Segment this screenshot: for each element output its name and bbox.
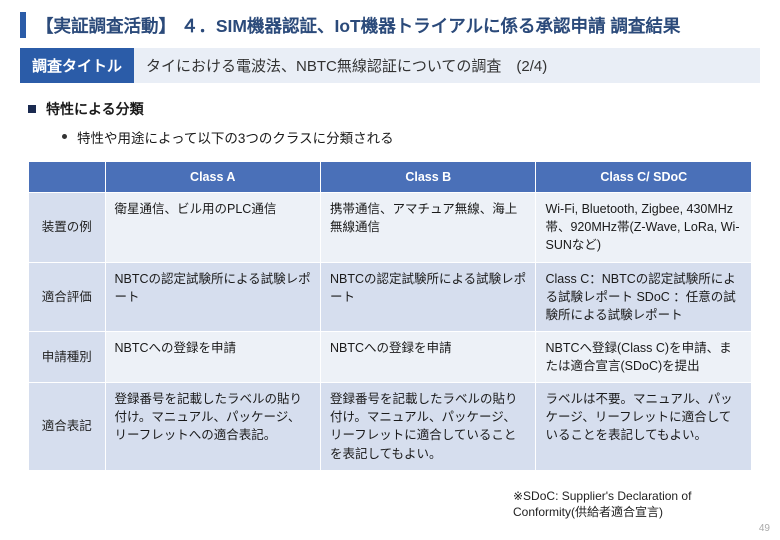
subtitle-text: タイにおける電波法、NBTC無線認証についての調査 (2/4) — [134, 48, 760, 83]
table-header-class-c: Class C/ SDoC — [536, 162, 752, 193]
cell: NBTCの認定試験所による試験レポート — [321, 262, 536, 331]
title-accent-bar — [20, 12, 26, 38]
page-number: 49 — [759, 523, 770, 534]
cell: 衛星通信、ビル用のPLC通信 — [105, 193, 320, 262]
row-header-marking: 適合表記 — [29, 383, 106, 471]
bullet-level2: 特性や用途によって以下の3つのクラスに分類される — [62, 127, 752, 147]
cell: 登録番号を記載したラベルの貼り付け。マニュアル、パッケージ、リーフレットへの適合… — [105, 383, 320, 471]
cell: NBTCへの登録を申請 — [105, 331, 320, 382]
bullet1-text: 特性による分類 — [46, 99, 144, 119]
table-row: 適合表記 登録番号を記載したラベルの貼り付け。マニュアル、パッケージ、リーフレッ… — [29, 383, 752, 471]
table-header-row: Class A Class B Class C/ SDoC — [29, 162, 752, 193]
row-header-devices: 装置の例 — [29, 193, 106, 262]
square-bullet-icon — [28, 105, 36, 113]
cell: 携帯通信、アマチュア無線、海上無線通信 — [321, 193, 536, 262]
cell: ラベルは不要。マニュアル、パッケージ、リーフレットに適合していることを表記しても… — [536, 383, 752, 471]
footnote: ※SDoC: Supplier's Declaration of Conform… — [513, 488, 758, 520]
class-comparison-table: Class A Class B Class C/ SDoC 装置の例 衛星通信、… — [28, 161, 752, 471]
dot-bullet-icon — [62, 134, 67, 139]
cell: Class C：NBTCの認定試験所による試験レポート SDoC ：任意の試験所… — [536, 262, 752, 331]
slide-title: 【実証調査活動】 ４．SIM機器認証、IoT機器トライアルに係る承認申請 調査結… — [36, 13, 680, 38]
table-header-class-b: Class B — [321, 162, 536, 193]
bullet-level1: 特性による分類 — [28, 99, 752, 119]
cell: NBTCの認定試験所による試験レポート — [105, 262, 320, 331]
table-header-class-a: Class A — [105, 162, 320, 193]
row-header-application: 申請種別 — [29, 331, 106, 382]
cell: Wi-Fi, Bluetooth, Zigbee, 430MHz帯、920MHz… — [536, 193, 752, 262]
bullet2-text: 特性や用途によって以下の3つのクラスに分類される — [77, 127, 394, 147]
cell: NBTCへの登録を申請 — [321, 331, 536, 382]
slide-title-row: 【実証調査活動】 ４．SIM機器認証、IoT機器トライアルに係る承認申請 調査結… — [0, 0, 780, 48]
table-header-blank — [29, 162, 106, 193]
table-row: 装置の例 衛星通信、ビル用のPLC通信 携帯通信、アマチュア無線、海上無線通信 … — [29, 193, 752, 262]
subtitle-label: 調査タイトル — [20, 48, 134, 83]
row-header-conformity: 適合評価 — [29, 262, 106, 331]
table-row: 適合評価 NBTCの認定試験所による試験レポート NBTCの認定試験所による試験… — [29, 262, 752, 331]
cell: NBTCへ登録(Class C)を申請、または適合宣言(SDoC)を提出 — [536, 331, 752, 382]
table-row: 申請種別 NBTCへの登録を申請 NBTCへの登録を申請 NBTCへ登録(Cla… — [29, 331, 752, 382]
cell: 登録番号を記載したラベルの貼り付け。マニュアル、パッケージ、リーフレットに適合し… — [321, 383, 536, 471]
subtitle-row: 調査タイトル タイにおける電波法、NBTC無線認証についての調査 (2/4) — [20, 48, 760, 83]
